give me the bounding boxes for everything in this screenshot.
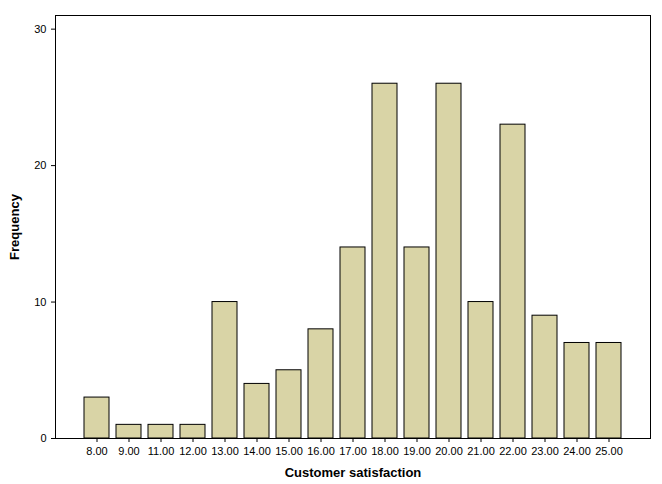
svg-text:24.00: 24.00 xyxy=(563,445,591,457)
svg-text:20.00: 20.00 xyxy=(435,445,463,457)
svg-text:17.00: 17.00 xyxy=(339,445,367,457)
svg-text:8.00: 8.00 xyxy=(86,445,107,457)
svg-text:20: 20 xyxy=(34,159,46,171)
svg-text:0: 0 xyxy=(40,432,46,444)
svg-text:16.00: 16.00 xyxy=(307,445,335,457)
svg-text:13.00: 13.00 xyxy=(211,445,239,457)
svg-text:12.00: 12.00 xyxy=(179,445,207,457)
svg-text:22.00: 22.00 xyxy=(499,445,527,457)
svg-text:21.00: 21.00 xyxy=(467,445,495,457)
svg-text:Frequency: Frequency xyxy=(7,193,22,260)
svg-text:11.00: 11.00 xyxy=(148,445,175,457)
svg-text:19.00: 19.00 xyxy=(403,445,431,457)
svg-text:9.00: 9.00 xyxy=(118,445,139,457)
svg-text:18.00: 18.00 xyxy=(371,445,399,457)
svg-text:10: 10 xyxy=(34,296,46,308)
svg-text:25.00: 25.00 xyxy=(595,445,623,457)
svg-text:23.00: 23.00 xyxy=(531,445,559,457)
svg-text:15.00: 15.00 xyxy=(275,445,303,457)
svg-text:14.00: 14.00 xyxy=(243,445,271,457)
svg-text:Customer satisfaction: Customer satisfaction xyxy=(285,465,422,480)
svg-text:30: 30 xyxy=(34,23,46,35)
